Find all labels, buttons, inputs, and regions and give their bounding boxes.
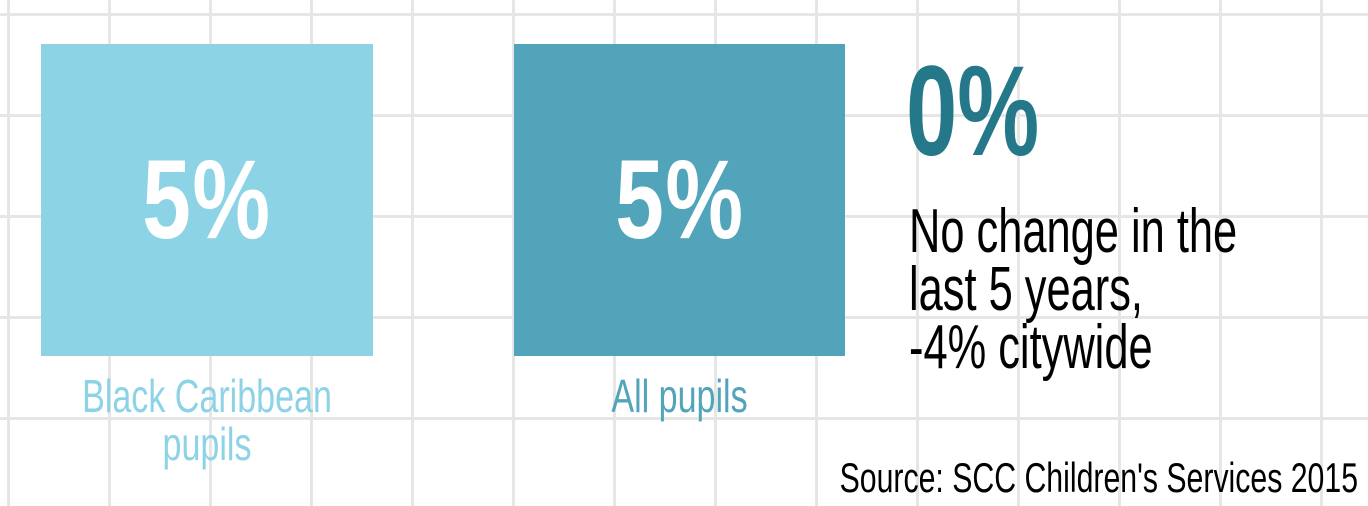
all-pupils-label: All pupils — [557, 372, 802, 420]
change-note: No change in the last 5 years, -4% cityw… — [909, 197, 1238, 382]
black-caribbean-label: Black Caribbean pupils — [81, 372, 333, 468]
change-headline: 0% — [906, 40, 1040, 183]
black-caribbean-label-line2: pupils — [162, 418, 252, 470]
all-pupils-percentage: 5% — [614, 137, 745, 262]
black-caribbean-stat-tile: 5% — [41, 44, 373, 356]
black-caribbean-label-line1: Black Caribbean — [82, 370, 332, 422]
change-note-line1: No change in the — [909, 197, 1238, 266]
black-caribbean-percentage: 5% — [142, 137, 272, 262]
all-pupils-label-line1: All pupils — [611, 370, 748, 422]
source-citation: Source: SCC Children's Services 2015 — [839, 454, 1358, 501]
all-pupils-stat-tile: 5% — [514, 44, 845, 356]
change-note-line2: last 5 years, — [909, 255, 1143, 324]
change-note-line3: -4% citywide — [909, 313, 1153, 382]
